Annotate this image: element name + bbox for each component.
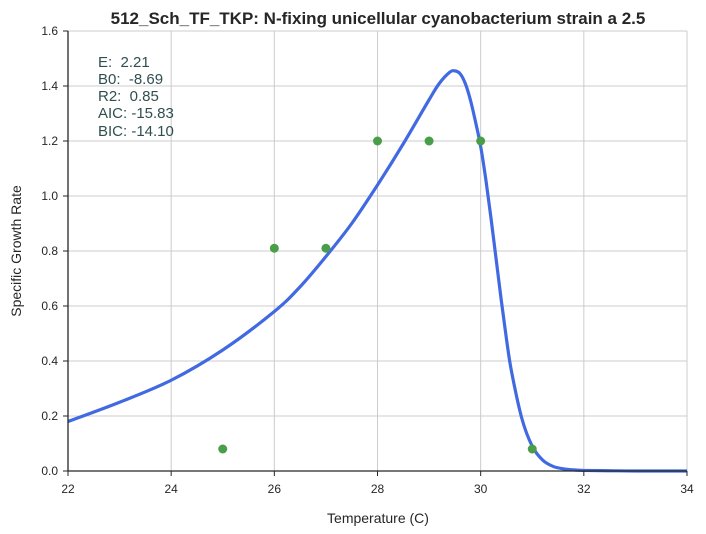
annotation-bic: BIC: -14.10 bbox=[98, 123, 174, 140]
x-tick-label: 30 bbox=[474, 482, 488, 496]
y-tick-label: 0.6 bbox=[41, 299, 58, 313]
data-point bbox=[424, 136, 434, 146]
x-tick-label: 28 bbox=[371, 482, 385, 496]
chart-title: 512_Sch_TF_TKP: N-fixing unicellular cya… bbox=[111, 9, 646, 28]
data-point bbox=[476, 136, 486, 146]
annotation-r2: R2: 0.85 bbox=[98, 88, 159, 105]
annotation-e: E: 2.21 bbox=[98, 54, 150, 71]
y-tick-label: 0.0 bbox=[41, 464, 58, 478]
tick-labels: 22 24 26 28 30 32 34 0.0 0.2 0.4 0.6 0.8 1.0 1.2 1.4 1.… bbox=[41, 24, 694, 496]
stats-annotation: E: 2.21 B0: -8.69 R2: 0.85 AIC: -15.83 B… bbox=[98, 54, 174, 140]
data-point bbox=[218, 444, 228, 454]
fit-curve-group bbox=[67, 69, 688, 473]
data-point bbox=[321, 243, 331, 253]
data-point bbox=[373, 136, 382, 146]
x-tick-label: 24 bbox=[164, 482, 178, 496]
fit-line bbox=[67, 69, 688, 473]
y-tick-label: 0.4 bbox=[41, 354, 58, 368]
y-tick-label: 0.2 bbox=[41, 409, 58, 423]
x-tick-label: 26 bbox=[268, 482, 282, 496]
data-points bbox=[218, 136, 537, 454]
y-tick-label: 1.0 bbox=[41, 189, 58, 203]
y-tick-label: 1.2 bbox=[41, 134, 58, 148]
grid bbox=[68, 30, 688, 471]
x-tick-label: 34 bbox=[680, 482, 694, 496]
annotation-b0: B0: -8.69 bbox=[98, 71, 163, 88]
x-axis-label: Temperature (C) bbox=[327, 510, 429, 526]
y-tick-label: 1.4 bbox=[41, 79, 58, 93]
x-tick-label: 22 bbox=[61, 482, 75, 496]
data-point bbox=[527, 444, 537, 454]
data-point bbox=[269, 243, 279, 253]
y-tick-label: 1.6 bbox=[41, 24, 58, 38]
y-axis-label: Specific Growth Rate bbox=[8, 185, 24, 317]
y-tick-label: 0.8 bbox=[41, 244, 58, 258]
x-tick-label: 32 bbox=[577, 482, 591, 496]
axes bbox=[63, 30, 688, 476]
annotation-aic: AIC: -15.83 bbox=[98, 105, 174, 122]
